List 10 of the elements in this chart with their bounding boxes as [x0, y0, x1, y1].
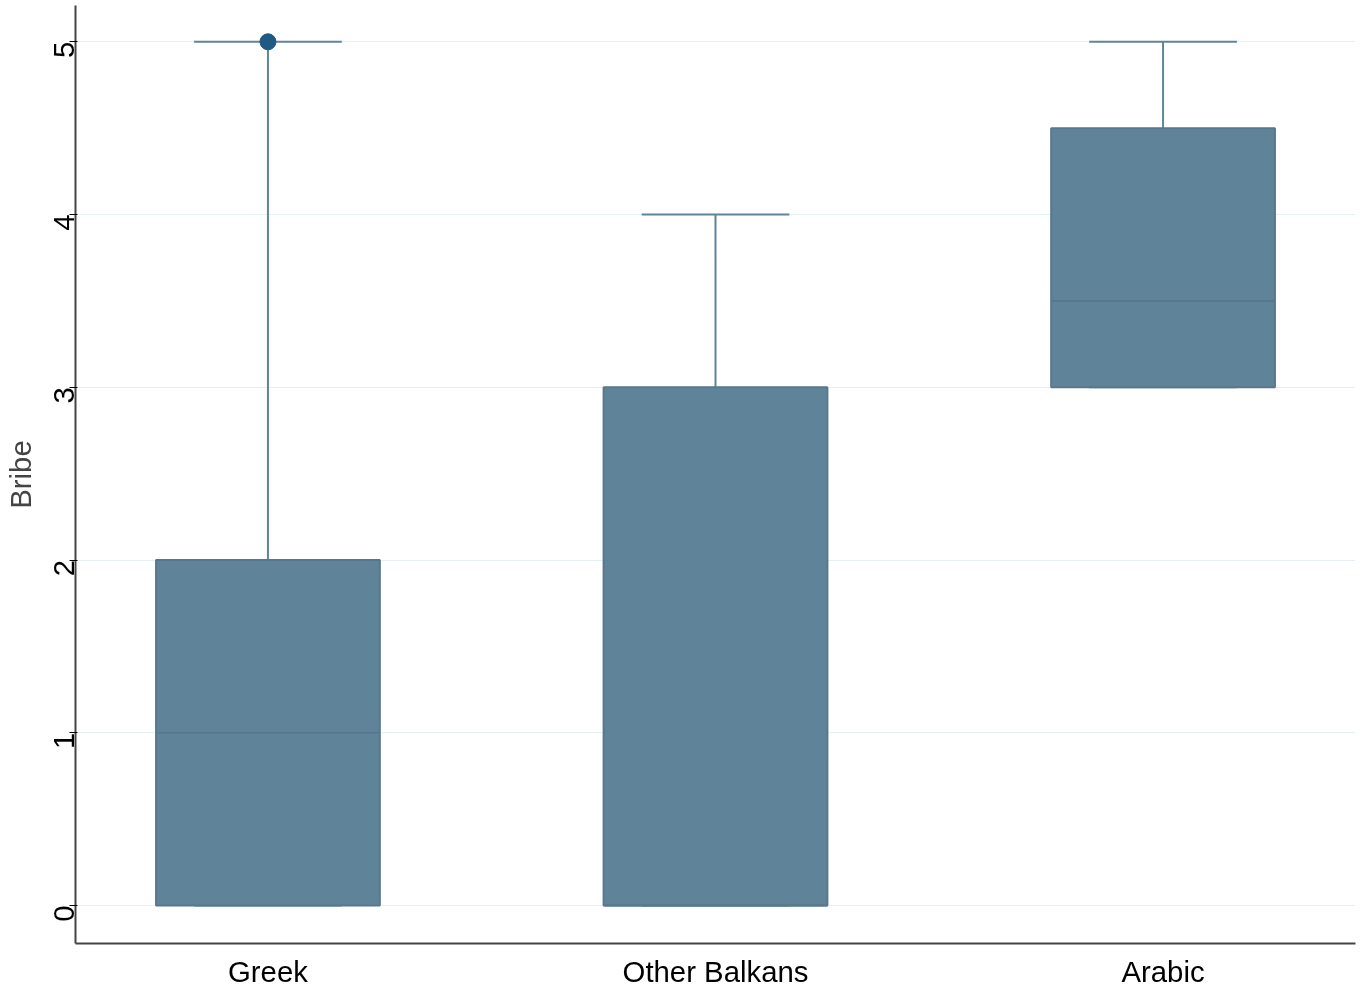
y-tick-label: 0 [47, 905, 81, 922]
y-axis-title: Bribe [3, 440, 37, 509]
x-tick-label: Arabic [1121, 954, 1205, 988]
y-tick-label: 1 [47, 732, 81, 750]
x-tick-label: Greek [228, 954, 309, 988]
y-tick-label: 5 [47, 41, 81, 59]
y-tick-label: 4 [47, 214, 81, 231]
y-tick-label: 3 [47, 387, 81, 404]
y-tick-label: 2 [47, 560, 81, 577]
x-tick-label: Other Balkans [622, 954, 809, 988]
